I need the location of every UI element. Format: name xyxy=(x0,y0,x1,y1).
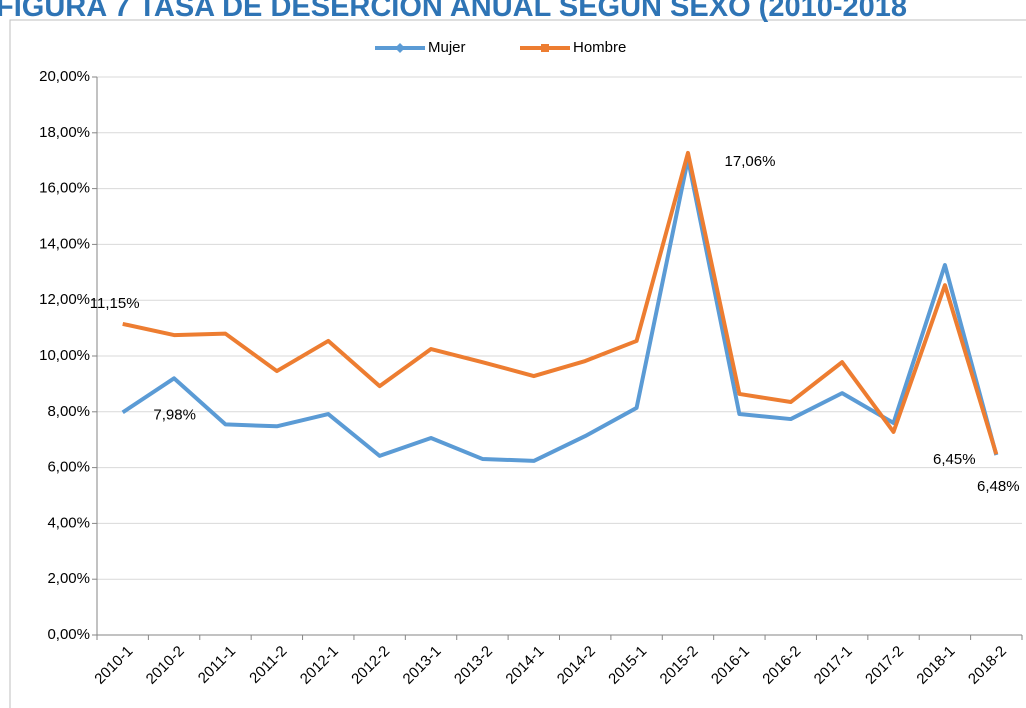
x-tick-label: 2016-1 xyxy=(708,643,753,688)
x-tick-label: 2010-2 xyxy=(143,643,188,688)
legend-marker xyxy=(395,43,405,53)
chart-title: FIGURA 7 TASA DE DESERCIÓN ANUAL SEGÚN S… xyxy=(0,0,907,23)
y-tick-label: 0,00% xyxy=(47,626,90,643)
x-tick-label: 2014-1 xyxy=(502,643,547,688)
x-tick-label: 2012-2 xyxy=(348,643,393,688)
x-tick-label: 2013-1 xyxy=(400,643,445,688)
x-tick-label: 2013-2 xyxy=(451,643,496,688)
data-label: 6,48% xyxy=(977,478,1020,495)
y-tick-label: 2,00% xyxy=(47,570,90,587)
data-label: 11,15% xyxy=(90,295,140,312)
x-tick-label: 2011-1 xyxy=(195,643,239,687)
x-tick-label: 2012-1 xyxy=(297,643,342,688)
chart-border xyxy=(9,19,1026,708)
y-tick-label: 6,00% xyxy=(47,459,90,476)
y-tick-label: 8,00% xyxy=(47,403,90,420)
x-tick-label: 2018-1 xyxy=(913,643,958,688)
y-tick-label: 14,00% xyxy=(39,235,90,252)
x-tick-label: 2017-1 xyxy=(811,643,856,688)
x-tick-label: 2015-1 xyxy=(605,643,650,688)
y-tick-label: 4,00% xyxy=(47,514,90,531)
y-tick-label: 16,00% xyxy=(39,180,90,197)
y-tick-label: 12,00% xyxy=(39,291,90,308)
y-tick-label: 20,00% xyxy=(39,68,90,85)
series-line xyxy=(122,150,999,455)
x-tick-label: 2017-2 xyxy=(862,643,907,688)
data-label: 6,45% xyxy=(933,451,976,468)
x-tick-label: 2010-1 xyxy=(91,643,136,688)
x-tick-label: 2014-2 xyxy=(554,643,599,688)
x-tick-label: 2015-2 xyxy=(657,643,702,688)
x-tick-label: 2018-2 xyxy=(965,643,1010,688)
x-tick-label: 2011-2 xyxy=(246,643,290,687)
legend-label: Hombre xyxy=(573,39,626,56)
data-label: 17,06% xyxy=(725,153,776,170)
legend-marker xyxy=(541,44,549,52)
legend-label: Mujer xyxy=(428,39,466,56)
series-line xyxy=(121,157,999,463)
y-tick-label: 10,00% xyxy=(39,347,90,364)
data-label: 7,98% xyxy=(153,406,196,423)
y-tick-label: 18,00% xyxy=(39,124,90,141)
x-tick-label: 2016-2 xyxy=(759,643,804,688)
